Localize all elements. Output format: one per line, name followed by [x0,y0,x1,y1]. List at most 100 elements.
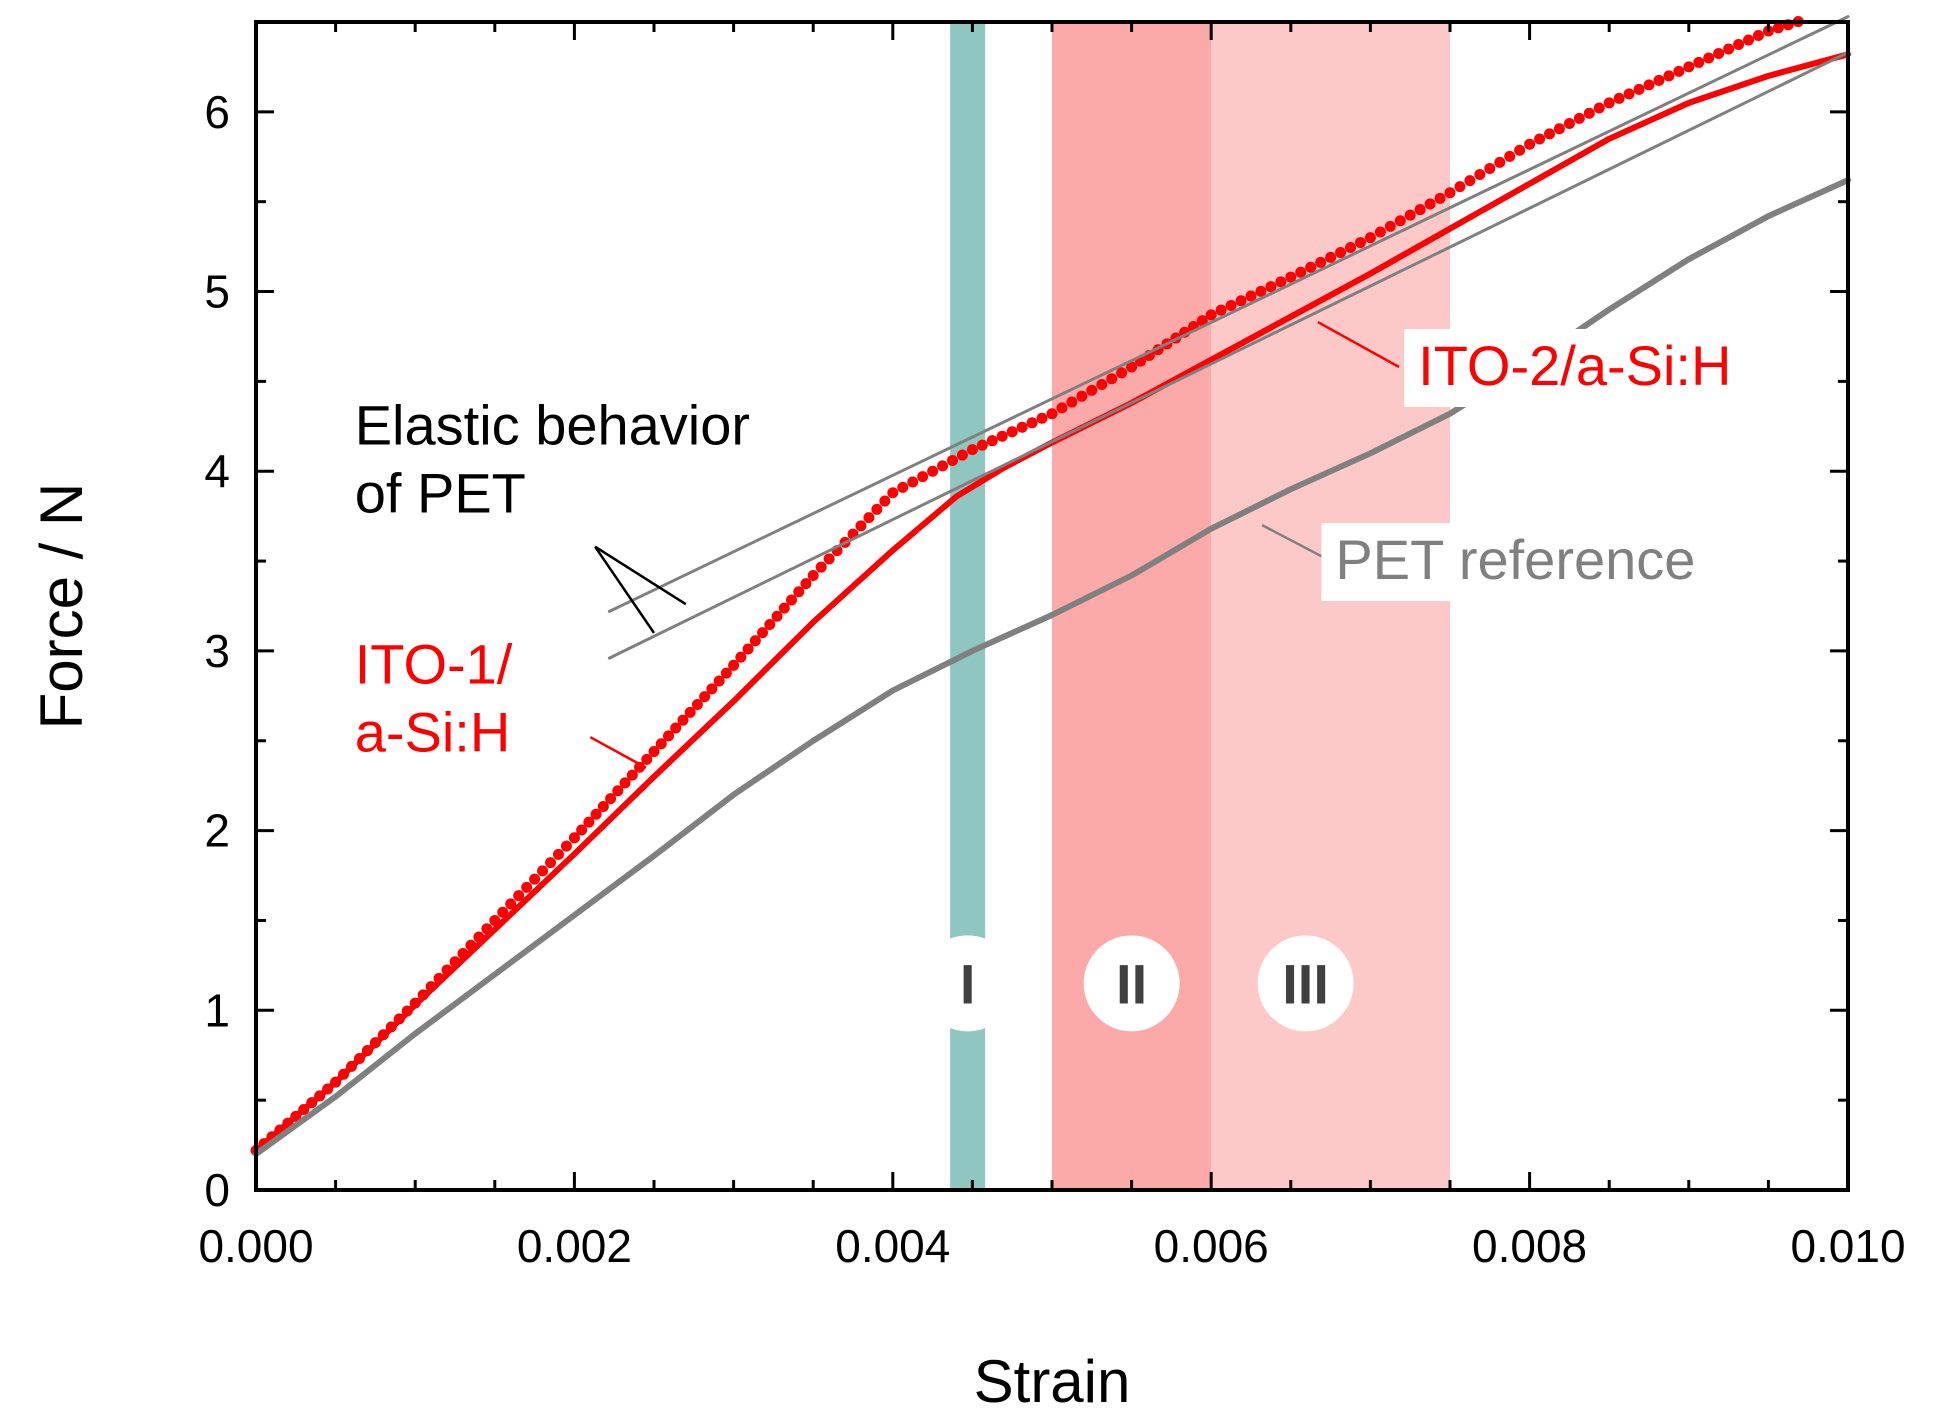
ito1-point [662,730,674,742]
y-tick-label: 1 [204,984,230,1036]
ito1-point [771,610,783,622]
ito1-point [1196,315,1208,327]
ito1-point [545,857,557,869]
annotation-text: ITO-2/a-Si:H [1418,334,1731,397]
ito1-point [807,569,819,581]
ito1-point [1345,242,1356,254]
x-tick-label: 0.006 [1154,1220,1269,1272]
ito1-point [576,824,588,836]
ito1-point [1693,56,1705,68]
ito1-point [1593,102,1605,114]
ito1-point [1444,187,1456,199]
ito1-point [947,454,958,466]
ito1-point [691,699,703,711]
ito1-point [641,753,653,765]
ito1-point [590,808,602,820]
region-label-2: II [1116,952,1147,1015]
ito1-point [1752,29,1764,41]
region-label-1: I [960,952,976,1015]
ito1-point [976,439,988,451]
ito1-point [1494,156,1506,168]
ito1-point [552,848,564,860]
data-series [250,15,1851,1158]
ito1-point [684,706,696,718]
ito1-point [1573,112,1585,124]
ito1-point [1026,417,1038,429]
ito1-point [1683,61,1695,73]
ito1-point [605,793,617,805]
ito1-point [1046,408,1058,420]
ito1-point [706,683,718,695]
ito1-point [1106,373,1118,385]
y-tick-label: 2 [204,805,230,857]
ito1-point [529,873,541,885]
ito1-point [1225,299,1237,311]
ito1-point [1743,34,1754,46]
ito1-point [1524,138,1536,150]
ito1-point [1484,162,1496,174]
region-badge-2 [1083,935,1180,1032]
ito1-point [966,444,978,456]
ito1-point [1623,88,1635,100]
ito1-point [1414,204,1426,216]
ito1-point [1374,226,1386,238]
ito1-point [1613,92,1625,104]
ito1-point [897,481,909,493]
ito1-point [785,594,797,606]
ito1-point [1733,38,1745,50]
ito1-point [713,675,725,687]
ito1-point [619,777,631,789]
ito1-point [764,618,776,630]
annotation-leader [589,736,647,769]
x-tick-label: 0.010 [1790,1220,1905,1272]
ito1-point [1474,169,1486,181]
ito1-point [757,627,769,639]
ito1-point [1235,295,1247,307]
ito1-point [497,906,509,918]
ito1-point [537,865,549,877]
ito1-point [742,643,754,655]
x-tick-label: 0.008 [1472,1220,1587,1272]
ito1-point [1056,402,1068,414]
x-axis-title: Strain [974,1348,1131,1415]
ito1-point [1504,150,1516,162]
ito1-point [1713,47,1725,59]
ito1-point [1454,181,1466,193]
ito1-point [1215,304,1227,316]
ito1-point [1772,22,1784,34]
ito1-point [1066,396,1078,408]
annotation-text: of PET [355,461,526,524]
axis-ticks [254,20,1850,1192]
annotation-4: PET reference [1261,523,1710,602]
ito1-point [887,487,899,499]
annotation-text: Elastic behavior [355,393,750,456]
y-axis-title: Force / N [28,483,95,730]
ito1-point [1086,384,1098,396]
region-badge-1 [919,935,1016,1032]
ito1-point [1245,290,1257,302]
ito1-point [879,495,891,507]
ito1-point [1315,256,1327,268]
ito1-point [677,714,689,726]
ito1-point [670,722,682,734]
ito1-point [728,659,740,671]
y-tick-label: 0 [204,1164,230,1216]
ito1-point [863,512,875,524]
ito1-point [1703,52,1715,64]
elastic-fit-line-4 [607,51,1850,660]
ito1-point [1265,281,1277,293]
y-tick-label: 4 [204,445,230,497]
x-tick-label: 0.000 [198,1220,313,1272]
ito1-point [1325,251,1337,263]
ito1-point [1295,266,1307,278]
ito1-point [996,430,1008,442]
ito1-point [1016,421,1028,433]
ito1-point [1335,246,1347,258]
ito1-point [1364,232,1376,244]
annotation-2: ITO-1/a-Si:H [355,632,647,769]
ito1-point [1285,271,1297,283]
region-label-3: III [1282,952,1329,1015]
